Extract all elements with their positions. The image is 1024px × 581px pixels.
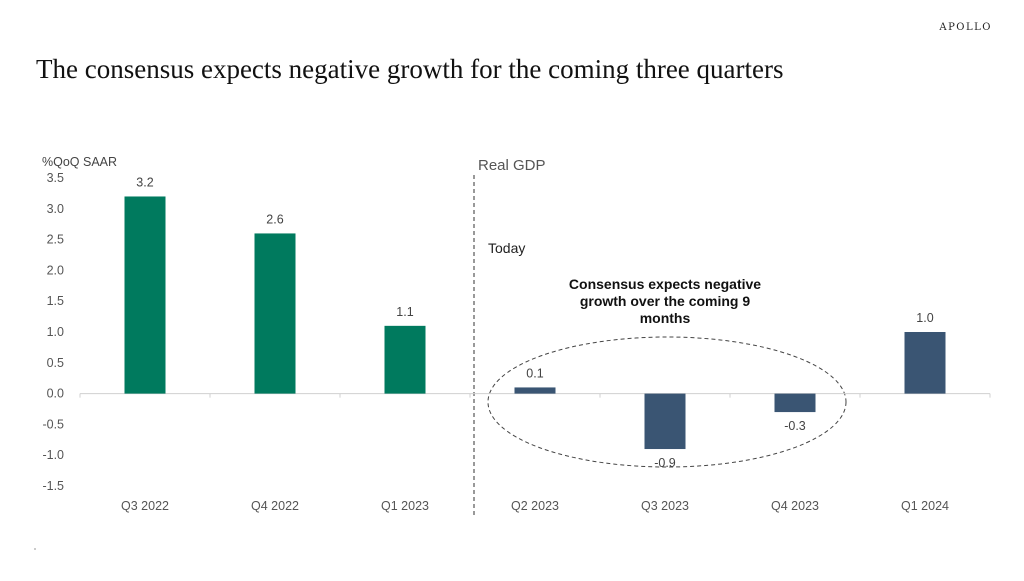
y-tick-label: 3.5 — [47, 171, 64, 185]
consensus-note-line-2: growth over the coming 9 — [580, 293, 751, 309]
x-category-label: Q4 2023 — [771, 499, 819, 513]
today-label: Today — [488, 240, 525, 256]
data-label: 2.6 — [266, 212, 283, 226]
data-label: 0.1 — [526, 366, 543, 380]
x-category-label: Q3 2023 — [641, 499, 689, 513]
y-tick-label: 1.0 — [47, 325, 64, 339]
x-category-label: Q1 2024 — [901, 499, 949, 513]
consensus-note-line-1: Consensus expects negative — [569, 276, 761, 292]
x-category-label: Q4 2022 — [251, 499, 299, 513]
data-label: 3.2 — [136, 175, 153, 189]
y-tick-label: -0.5 — [42, 417, 64, 431]
y-tick-label: 2.5 — [47, 233, 64, 247]
data-label: -0.9 — [654, 456, 676, 470]
consensus-highlight-ellipse — [487, 336, 847, 468]
x-category-label: Q1 2023 — [381, 499, 429, 513]
data-label: 1.1 — [396, 305, 413, 319]
bar-q4-2023 — [774, 393, 816, 413]
bar-q3-2023 — [644, 393, 686, 450]
page-title: The consensus expects negative growth fo… — [36, 54, 784, 84]
brand-logo-text: APOLLO — [939, 22, 992, 33]
data-label: -0.3 — [784, 419, 806, 433]
y-tick-label: 0.5 — [47, 356, 64, 370]
bar-q3-2022 — [124, 196, 166, 394]
data-label: 1.0 — [916, 311, 933, 325]
chart-title: Real GDP — [478, 157, 546, 174]
bar-q4-2022 — [254, 233, 296, 394]
y-tick-label: 2.0 — [47, 263, 64, 277]
y-tick-label: 1.5 — [47, 294, 64, 308]
bar-q2-2023 — [514, 387, 556, 394]
y-tick-label: -1.0 — [42, 448, 64, 462]
decorative-dot — [34, 548, 36, 550]
bar-q1-2024 — [904, 332, 946, 394]
y-tick-label: -1.5 — [42, 479, 64, 493]
y-axis-label: %QoQ SAAR — [42, 155, 117, 169]
bar-q1-2023 — [384, 325, 426, 394]
y-tick-label: 0.0 — [47, 387, 64, 401]
y-tick-label: 3.0 — [47, 202, 64, 216]
consensus-note-line-3: months — [640, 310, 691, 326]
x-category-label: Q3 2022 — [121, 499, 169, 513]
x-category-label: Q2 2023 — [511, 499, 559, 513]
